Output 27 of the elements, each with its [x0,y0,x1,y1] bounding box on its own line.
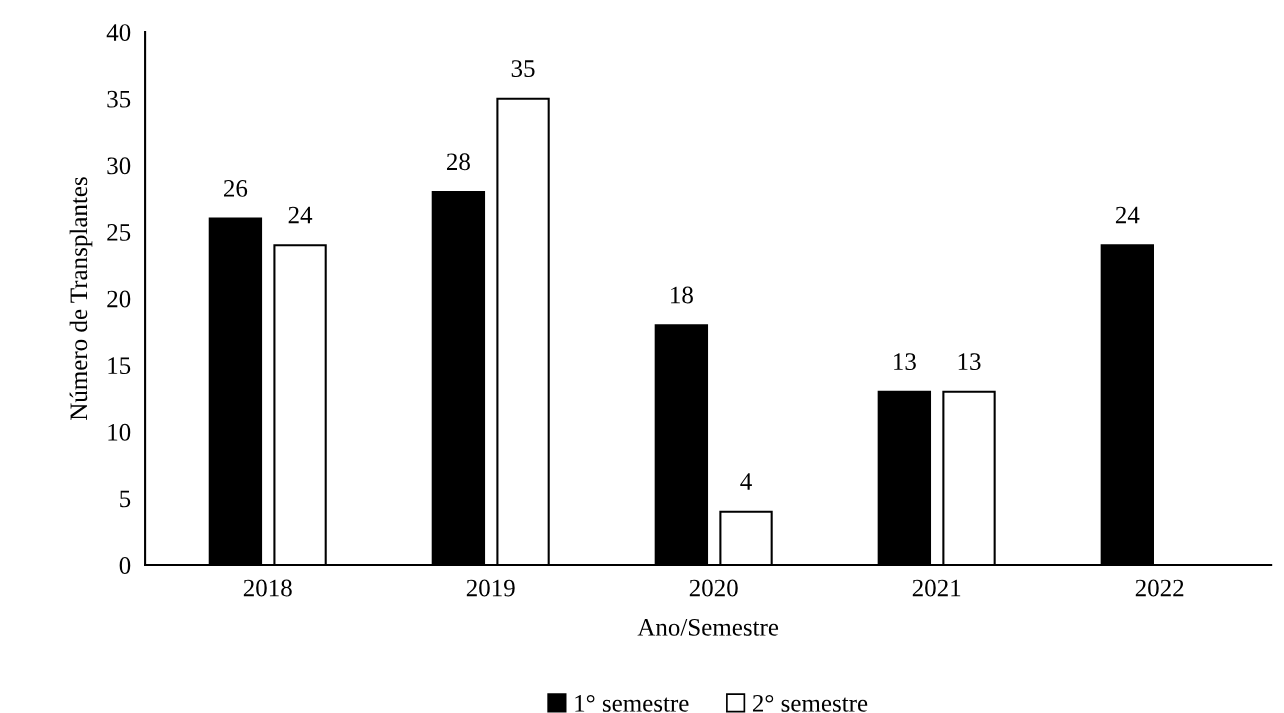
x-tick-label: 2018 [243,579,292,597]
y-tick-label: 5 [120,490,131,508]
y-tick-label: 35 [107,90,131,108]
data-label: 13 [894,353,916,371]
data-label: 26 [224,180,248,197]
y-tick-label: 10 [108,423,131,441]
y-axis-title: Número de Transplantes [69,177,93,421]
data-label: 28 [446,153,470,171]
y-tick-label: 25 [107,224,131,241]
data-label: 24 [288,206,313,224]
y-tick-label: 15 [108,357,131,375]
data-label: 18 [671,286,693,304]
y-tick-label: 0 [119,557,131,574]
y-tick-label: 30 [107,157,131,175]
data-label: 4 [740,473,752,490]
x-tick-label: 2021 [912,579,961,597]
y-tick-label: 20 [107,290,131,308]
data-label: 13 [958,353,981,371]
x-tick-label: 2020 [689,579,738,597]
y-tick-label: 40 [106,24,131,41]
x-axis-title: Ano/Semestre [637,619,779,636]
data-label: 35 [511,60,535,77]
legend-label: 1° semestre [575,694,689,712]
x-tick-label: 2022 [1135,579,1184,597]
legend-label: 2° semestre [752,694,868,712]
data-label: 24 [1115,206,1140,224]
x-tick-label: 2019 [466,579,515,597]
